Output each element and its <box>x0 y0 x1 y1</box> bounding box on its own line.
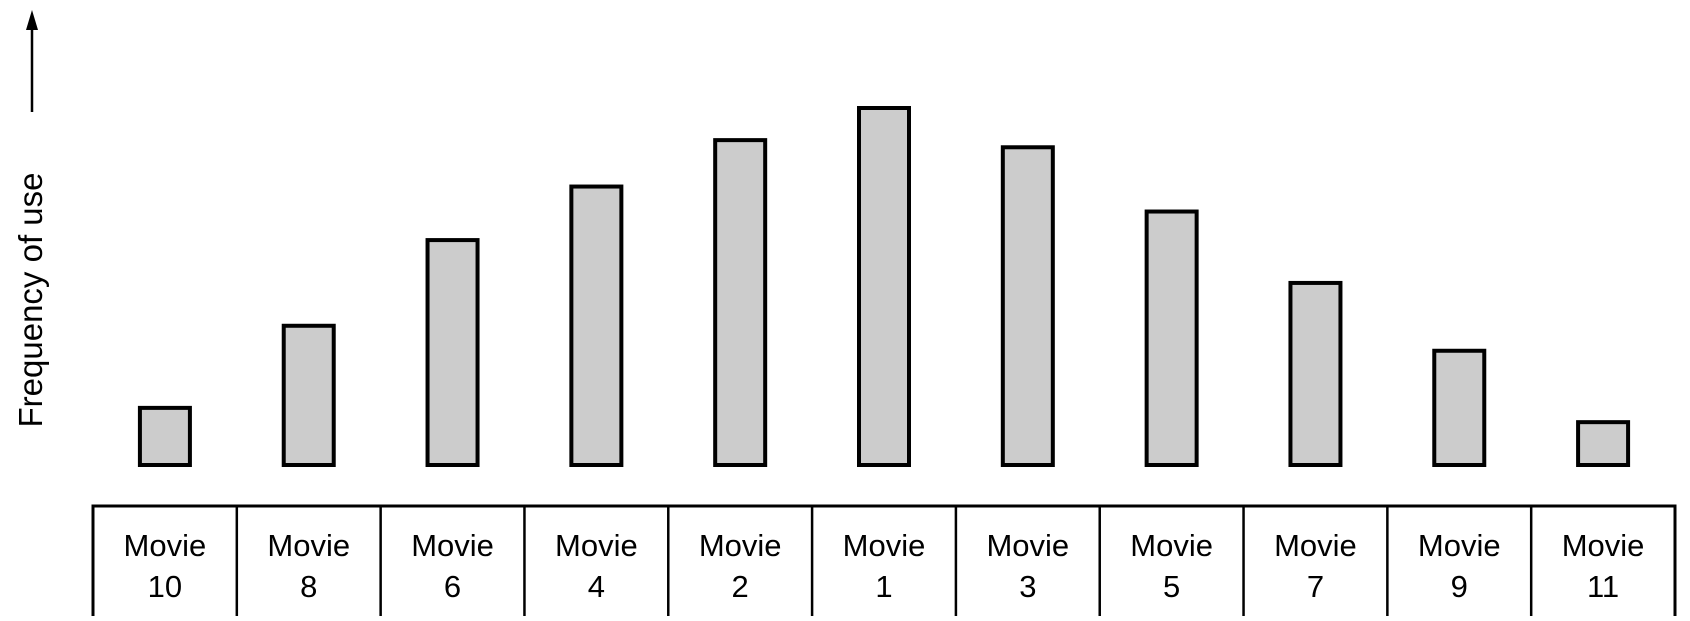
bar-movie-10 <box>137 405 192 468</box>
x-tick-label: Movie 7 <box>1274 528 1357 604</box>
x-tick-label-line: Movie <box>124 528 207 563</box>
bar-movie-9 <box>1432 348 1487 468</box>
bars-group <box>137 106 1631 468</box>
x-tick-label-line: 10 <box>148 569 182 604</box>
x-tick-label: Movie 11 <box>1562 528 1645 604</box>
x-tick-label-line: 9 <box>1451 569 1468 604</box>
x-tick-label-line: 3 <box>1019 569 1036 604</box>
x-tick-label-line: 11 <box>1587 569 1619 604</box>
x-tick-label-line: 4 <box>588 569 605 604</box>
x-tick-label-line: Movie <box>1130 528 1213 563</box>
x-tick-label: Movie 4 <box>555 528 638 604</box>
x-tick-label-line: Movie <box>699 528 782 563</box>
bar-movie-8 <box>281 323 336 467</box>
y-axis-group: Frequency of use <box>12 10 49 427</box>
x-tick-label-line: Movie <box>411 528 494 563</box>
x-tick-label-line: 8 <box>300 569 317 604</box>
x-tick-label: Movie 6 <box>411 528 494 604</box>
bar-movie-6 <box>425 238 480 467</box>
x-tick-label: Movie 10 <box>124 528 207 604</box>
x-tick-label-line: 6 <box>444 569 461 604</box>
x-tick-label: Movie 9 <box>1418 528 1501 604</box>
x-tick-label-line: 7 <box>1307 569 1324 604</box>
x-tick-label-line: 5 <box>1163 569 1180 604</box>
x-tick-label-line: Movie <box>267 528 350 563</box>
x-tick-label-line: Movie <box>1274 528 1357 563</box>
bar-movie-1 <box>857 106 911 467</box>
x-tick-label: Movie 1 <box>843 528 926 604</box>
x-tick-label: Movie 3 <box>986 528 1069 604</box>
bar-movie-4 <box>569 184 624 467</box>
x-tick-label: Movie 5 <box>1130 528 1213 604</box>
y-axis-label: Frequency of use <box>12 173 49 428</box>
x-tick-label-line: Movie <box>1562 528 1645 563</box>
x-tick-label-line: Movie <box>1418 528 1501 563</box>
x-tick-label: Movie 8 <box>267 528 350 604</box>
bar-movie-11 <box>1576 420 1631 468</box>
bar-movie-2 <box>713 138 768 467</box>
bar-movie-3 <box>1000 145 1055 468</box>
bar-movie-7 <box>1288 280 1343 467</box>
bar-movie-5 <box>1144 209 1199 467</box>
x-tick-label-line: Movie <box>986 528 1069 563</box>
x-tick-label-line: 2 <box>732 569 749 604</box>
x-tick-label-line: Movie <box>843 528 926 563</box>
x-tick-label-line: 1 <box>875 569 892 604</box>
y-axis-arrow-head <box>26 10 38 30</box>
x-tick-label-line: Movie <box>555 528 638 563</box>
x-tick-label: Movie 2 <box>699 528 782 604</box>
